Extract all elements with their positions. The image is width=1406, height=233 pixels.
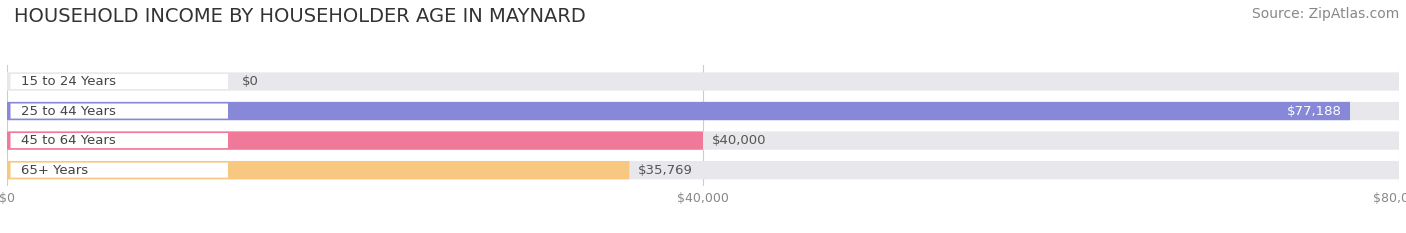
FancyBboxPatch shape — [10, 74, 228, 89]
FancyBboxPatch shape — [7, 161, 630, 179]
Text: $35,769: $35,769 — [638, 164, 693, 177]
FancyBboxPatch shape — [10, 163, 228, 178]
Text: 45 to 64 Years: 45 to 64 Years — [21, 134, 115, 147]
Text: 15 to 24 Years: 15 to 24 Years — [21, 75, 115, 88]
Text: 65+ Years: 65+ Years — [21, 164, 89, 177]
Text: 25 to 44 Years: 25 to 44 Years — [21, 105, 115, 117]
FancyBboxPatch shape — [7, 102, 1399, 120]
Text: $40,000: $40,000 — [711, 134, 766, 147]
FancyBboxPatch shape — [10, 103, 228, 119]
FancyBboxPatch shape — [7, 72, 1399, 91]
FancyBboxPatch shape — [7, 131, 703, 150]
FancyBboxPatch shape — [10, 133, 228, 148]
Text: Source: ZipAtlas.com: Source: ZipAtlas.com — [1251, 7, 1399, 21]
FancyBboxPatch shape — [7, 102, 1350, 120]
FancyBboxPatch shape — [7, 131, 1399, 150]
Text: HOUSEHOLD INCOME BY HOUSEHOLDER AGE IN MAYNARD: HOUSEHOLD INCOME BY HOUSEHOLDER AGE IN M… — [14, 7, 586, 26]
Text: $0: $0 — [242, 75, 259, 88]
FancyBboxPatch shape — [7, 161, 1399, 179]
Text: $77,188: $77,188 — [1286, 105, 1341, 117]
